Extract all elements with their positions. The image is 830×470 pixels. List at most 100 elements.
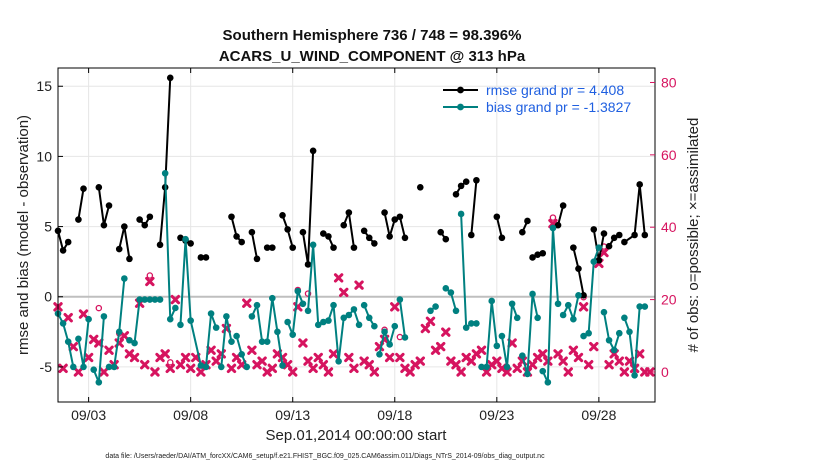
assimilated-count-marker bbox=[318, 360, 329, 370]
assimilated-count-marker bbox=[476, 345, 487, 355]
assimilated-count-marker bbox=[614, 356, 624, 366]
bias-point bbox=[570, 315, 577, 323]
bias-point bbox=[182, 235, 189, 243]
assimilated-count-marker bbox=[390, 302, 400, 312]
bias-line-segment bbox=[378, 325, 396, 355]
rmse-point bbox=[115, 245, 123, 253]
rmse-point bbox=[75, 216, 82, 223]
rmse-point bbox=[345, 209, 353, 216]
assimilated-count-marker bbox=[553, 349, 563, 359]
bias-line-segment bbox=[521, 292, 539, 375]
rmse-point bbox=[442, 235, 450, 243]
rmse-point bbox=[534, 251, 541, 258]
assimilated-count-marker bbox=[624, 356, 635, 366]
rmse-point bbox=[126, 255, 133, 263]
rmse-point bbox=[365, 234, 373, 242]
rmse-line-segment bbox=[495, 216, 503, 239]
rmse-point bbox=[299, 228, 307, 236]
right-y-axis-ticks: 0 20 40 60 80 bbox=[650, 74, 677, 380]
assimilated-count-marker bbox=[349, 363, 359, 374]
left-y-tick-label: 0 bbox=[44, 289, 52, 305]
assimilated-count-marker bbox=[68, 341, 79, 352]
bias-point bbox=[304, 307, 312, 315]
bias-point bbox=[309, 241, 317, 249]
x-tick-label: 09/08 bbox=[173, 407, 208, 423]
bias-point bbox=[559, 311, 567, 319]
assimilated-count-marker bbox=[140, 360, 150, 370]
assimilated-count-marker bbox=[578, 302, 589, 312]
bias-point bbox=[335, 358, 342, 365]
assimilated-count-marker bbox=[512, 363, 522, 374]
assimilated-count-marker bbox=[308, 363, 318, 374]
assimilated-count-marker bbox=[328, 349, 339, 359]
bias-point bbox=[64, 338, 72, 345]
assimilated-count-marker bbox=[298, 338, 308, 348]
assimilated-count-marker bbox=[78, 309, 89, 319]
rmse-point bbox=[621, 238, 628, 246]
bias-point bbox=[233, 332, 240, 340]
possible-count-marker bbox=[304, 290, 312, 297]
bias-point bbox=[207, 310, 215, 317]
bias-point bbox=[141, 296, 149, 303]
assimilated-count-marker bbox=[369, 367, 380, 377]
rmse-point bbox=[437, 228, 444, 236]
bias-point bbox=[238, 350, 245, 358]
assimilated-count-marker bbox=[527, 360, 538, 370]
bias-point bbox=[376, 350, 383, 358]
bias-point bbox=[493, 342, 501, 350]
rmse-line-segment bbox=[77, 188, 85, 220]
bias-point bbox=[564, 301, 572, 309]
bias-point bbox=[534, 314, 541, 322]
bias-point bbox=[386, 341, 393, 348]
bias-point bbox=[202, 363, 210, 371]
bias-point bbox=[274, 328, 281, 336]
rmse-point bbox=[468, 231, 475, 239]
legend-rmse-label: rmse grand pr = 4.408 bbox=[486, 82, 624, 98]
bias-point bbox=[80, 363, 87, 371]
bias-point bbox=[498, 332, 506, 340]
assimilated-count-marker bbox=[150, 367, 160, 377]
bias-point bbox=[483, 363, 490, 371]
bias-point bbox=[462, 324, 470, 331]
bias-point bbox=[575, 292, 582, 299]
rmse-point bbox=[360, 227, 368, 235]
assimilated-count-marker bbox=[333, 273, 344, 283]
bias-point bbox=[136, 296, 143, 303]
assimilated-count-marker bbox=[104, 345, 114, 355]
rmse-point bbox=[524, 217, 531, 225]
bias-point bbox=[284, 318, 291, 326]
bias-point bbox=[105, 363, 113, 371]
bias-point bbox=[156, 296, 164, 303]
assimilated-count-marker bbox=[58, 363, 68, 374]
rmse-point bbox=[156, 241, 164, 249]
x-tick-label: 09/18 bbox=[377, 407, 412, 423]
rmse-point bbox=[304, 261, 312, 268]
assimilated-count-marker bbox=[364, 360, 374, 370]
bias-point bbox=[508, 300, 516, 308]
bias-point bbox=[355, 321, 363, 329]
bias-point bbox=[626, 328, 633, 336]
bias-line-segment bbox=[327, 304, 345, 363]
bias-point bbox=[314, 321, 322, 329]
rmse-point bbox=[396, 213, 404, 221]
bias-point bbox=[345, 311, 353, 319]
bias-point bbox=[212, 324, 220, 331]
assimilated-count-marker bbox=[99, 367, 109, 377]
rmse-point bbox=[350, 244, 358, 251]
rmse-point bbox=[269, 244, 276, 251]
assimilated-count-marker bbox=[538, 349, 548, 359]
assimilated-count-marker bbox=[599, 247, 609, 258]
bias-point bbox=[513, 314, 521, 322]
left-y-tick-label: 5 bbox=[44, 219, 52, 235]
rmse-point bbox=[605, 242, 613, 250]
legend-bias-marker bbox=[457, 103, 464, 111]
possible-count-marker bbox=[549, 214, 557, 221]
rmse-point bbox=[554, 221, 562, 229]
rmse-point bbox=[279, 212, 286, 219]
bias-point bbox=[615, 329, 623, 337]
bias-point bbox=[391, 322, 399, 330]
bias-point bbox=[166, 315, 174, 323]
legend: rmse grand pr = 4.408 bias grand pr = -1… bbox=[443, 82, 631, 115]
rmse-point bbox=[401, 234, 409, 242]
